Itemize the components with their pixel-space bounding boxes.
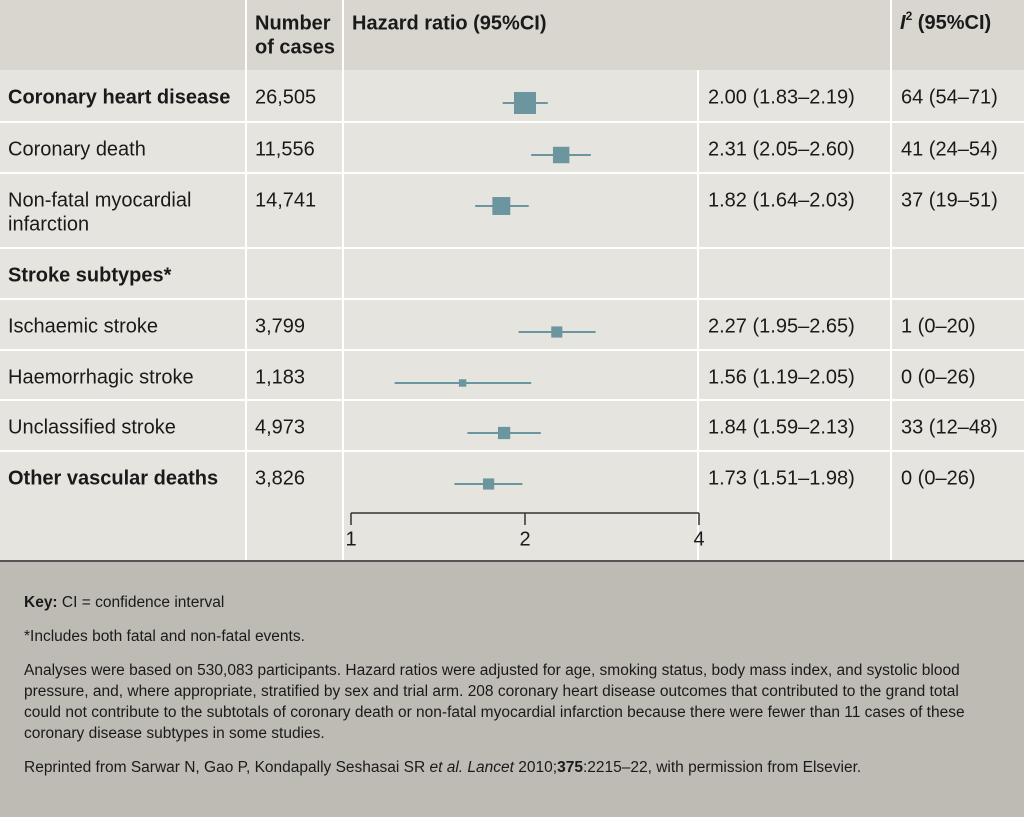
i2-symbol: I xyxy=(900,12,906,34)
forest-table: Number of cases Hazard ratio (95%CI) I2 … xyxy=(0,0,1024,562)
i2-label: 64 (54–71) xyxy=(901,86,998,108)
header-hr: Hazard ratio (95%CI) xyxy=(352,12,547,34)
i2-text: (95%CI) xyxy=(912,12,991,34)
hr-marker xyxy=(458,379,467,387)
cases: 26,505 xyxy=(255,86,316,108)
footnote-text: et al. xyxy=(429,759,464,776)
hr-label: 1.73 (1.51–1.98) xyxy=(708,467,855,489)
row-label: Haemorrhagic stroke xyxy=(8,366,194,388)
axis-tick-label: 1 xyxy=(345,528,356,550)
cases: 11,556 xyxy=(255,138,315,160)
footnote: *Includes both fatal and non-fatal event… xyxy=(24,626,1000,647)
cases: 4,973 xyxy=(255,416,305,438)
row-label: Other vascular deaths xyxy=(8,467,218,489)
axis-tick-label: 4 xyxy=(693,528,704,550)
i2-label: 33 (12–48) xyxy=(901,416,998,438)
footnote-text: Reprinted from Sarwar N, Gao P, Kondapal… xyxy=(24,759,430,776)
footnote-text: Analyses were based on 530,083 participa… xyxy=(24,662,965,742)
hr-label: 1.82 (1.64–2.03) xyxy=(708,189,855,211)
hr-label: 2.27 (1.95–2.65) xyxy=(708,315,855,337)
row-label: Non-fatal myocardial xyxy=(8,189,191,211)
footnote-text: :2215–22, with permission from Elsevier. xyxy=(582,759,862,776)
cases: 1,183 xyxy=(255,366,305,388)
hr-marker xyxy=(551,326,563,338)
footnote: Key: CI = confidence interval xyxy=(24,592,1000,613)
footnote-text: Lancet xyxy=(463,759,514,776)
cases: 14,741 xyxy=(255,189,316,211)
header-i2: I2 (95%CI) xyxy=(900,9,991,34)
table-bg xyxy=(0,0,1024,562)
hr-label: 1.56 (1.19–2.05) xyxy=(708,366,855,388)
i2-label: 0 (0–26) xyxy=(901,366,976,388)
hr-marker xyxy=(497,426,511,440)
hr-label: 2.31 (2.05–2.60) xyxy=(708,138,855,160)
column-rules xyxy=(245,0,892,560)
footnote: Reprinted from Sarwar N, Gao P, Kondapal… xyxy=(24,757,1000,778)
row-label: infarction xyxy=(8,213,89,235)
hr-marker xyxy=(552,146,570,164)
cases: 3,799 xyxy=(255,315,305,337)
hr-label: 2.00 (1.83–2.19) xyxy=(708,86,855,108)
axis-tick-label: 2 xyxy=(519,528,530,550)
row-label: Stroke subtypes* xyxy=(8,264,172,286)
i2-sup: 2 xyxy=(906,9,913,23)
footnote-text: Key: xyxy=(24,594,58,611)
row-label: Coronary death xyxy=(8,138,146,160)
i2-label: 0 (0–26) xyxy=(901,467,976,489)
footnotes: Key: CI = confidence interval *Includes b… xyxy=(0,562,1024,817)
footnote-text: 375 xyxy=(557,759,583,776)
i2-label: 37 (19–51) xyxy=(901,189,998,211)
cases: 3,826 xyxy=(255,467,305,489)
hr-marker xyxy=(483,478,495,490)
footnote-text: *Includes both fatal and non-fatal event… xyxy=(24,628,305,645)
row-label: Coronary heart disease xyxy=(8,86,230,108)
header-cases: Number xyxy=(255,12,331,34)
footnote-text: CI = confidence interval xyxy=(57,594,225,611)
hr-marker xyxy=(514,92,536,114)
header-cases: of cases xyxy=(255,36,335,58)
header-bg xyxy=(0,0,1024,70)
row-label: Unclassified stroke xyxy=(8,416,176,438)
hr-marker xyxy=(492,197,511,215)
hr-label: 1.84 (1.59–2.13) xyxy=(708,416,855,438)
footnote-text: 2010; xyxy=(513,759,558,776)
footnote: Analyses were based on 530,083 participa… xyxy=(24,660,1000,744)
i2-label: 1 (0–20) xyxy=(901,315,976,337)
i2-label: 41 (24–54) xyxy=(901,138,998,160)
row-label: Ischaemic stroke xyxy=(8,315,158,337)
